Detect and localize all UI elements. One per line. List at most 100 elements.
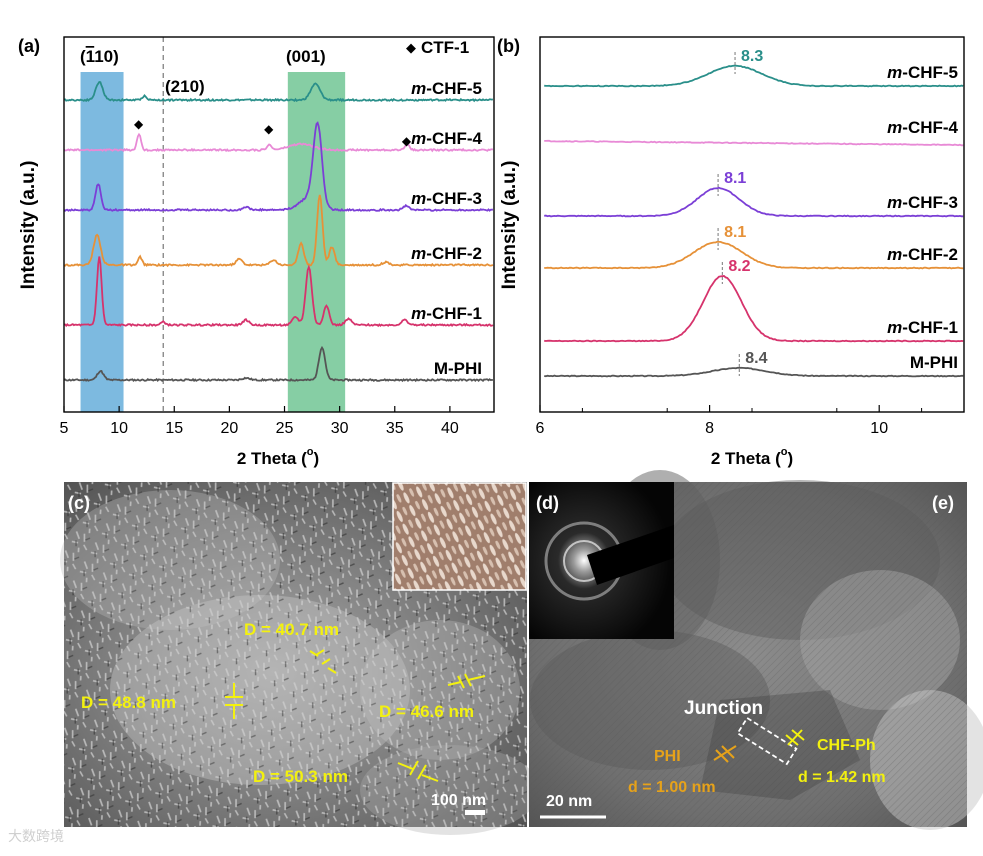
beam-stopper: [587, 525, 674, 585]
panel-a-tick-label-40: 40: [441, 420, 459, 437]
panel-b-xlabel-main: 2 Theta (: [711, 449, 781, 468]
panel-b-label-m-chf-3: m-CHF-3: [887, 193, 958, 212]
sem-annotations: D = 40.7 nm D = 48.8 nm D = 46.6 nm D = …: [81, 620, 474, 786]
panel-a-label-m-chf-2: m-CHF-2: [411, 244, 482, 263]
phi-d-spacing: d = 1.00 nm: [628, 779, 716, 796]
panel-a-tick-label-30: 30: [331, 420, 349, 437]
tem-scale-label: 20 nm: [546, 793, 592, 810]
panel-b-label-m-chf-2-suffix: -CHF-2: [902, 245, 958, 264]
panel-a-legend: ◆ CTF-1: [406, 38, 469, 57]
measure-marker-50-3: [397, 760, 439, 782]
panel-a-xlabel: 2 Theta (o): [237, 446, 319, 468]
panel-a-trace-m-chf-1: [63, 256, 494, 328]
chf-d-spacing: d = 1.42 nm: [798, 769, 886, 786]
panel-a-label-m-chf-5: m-CHF-5: [411, 79, 482, 98]
panel-b-trace-m-chf-1: [544, 275, 964, 343]
annotation-d-40-7: D = 40.7 nm: [244, 620, 339, 639]
panel-a-trace-m-chf-4: [63, 132, 494, 153]
panel-b-trace-m-chf-3: [544, 186, 964, 218]
chf-spacing-marker: [785, 729, 805, 746]
panel-a-trace-m-chf-2: [63, 194, 494, 268]
panel-b-label-m-chf-4-suffix: -CHF-4: [902, 118, 958, 137]
panel-a-label-m-chf-1-prefix: m: [411, 304, 426, 323]
panel-a-ylabel: Intensity (a.u.): [18, 161, 39, 290]
panel-b-trace-m-chf-4: [544, 139, 964, 147]
panel-d-label: (d): [536, 493, 559, 513]
panel-a-label-m-phi-suffix: M-PHI: [434, 359, 482, 378]
panel-b-traces: 8.3 8.1 8.1 8.2 8.4: [544, 48, 964, 378]
panel-b-label-m-chf-5-suffix: -CHF-5: [902, 63, 958, 82]
panel-a-label-m-chf-1: m-CHF-1: [411, 304, 482, 323]
panel-b-trace-m-chf-5: [544, 64, 964, 88]
panel-a-label-m-chf-4: m-CHF-4: [411, 129, 482, 148]
panel-b-xlabel-close: ): [787, 449, 793, 468]
panel-a-traces: [63, 81, 494, 383]
panel-a-tick-label-35: 35: [386, 420, 404, 437]
panel-b-label-m-chf-4-prefix: m: [887, 118, 902, 137]
panel-a-label-m-chf-4-suffix: -CHF-4: [426, 129, 482, 148]
sem-inset-image: [392, 482, 527, 591]
panel-b-trace-m-phi: [544, 366, 964, 378]
panel-b-tick-label-8: 8: [705, 420, 714, 437]
annotation-d-50-3: D = 50.3 nm: [253, 767, 348, 786]
panel-b: (b) 8.38.18.18.28.4 6 8 10 m-CHF-5m-CHF-4m…: [497, 36, 965, 468]
ctf-marker-diamond-icon: ◆: [134, 117, 144, 131]
chf-ph-label: CHF-Ph: [817, 737, 876, 754]
panel-a-label-m-chf-3-suffix: -CHF-3: [426, 189, 482, 208]
panel-b-peak-label-m-chf-1: 8.2: [728, 258, 750, 275]
measure-marker-46-6: [447, 673, 486, 689]
panel-a: (a) ◆ ◆ ◆ 5 10 15 20 25 30 35 40 (110) (210) (001…: [18, 36, 495, 468]
measure-marker-48-8: [225, 683, 243, 719]
panel-a-frame: [63, 36, 495, 413]
panel-a-trace-m-chf-3: [63, 121, 493, 213]
panel-e-label: (e): [932, 493, 954, 513]
panel-a-trace-m-phi: [63, 345, 494, 383]
panel-a-label-m-chf-5-suffix: -CHF-5: [426, 79, 482, 98]
panel-a-trace-m-chf-5: [63, 81, 494, 103]
sem-scale-label: 100 nm: [431, 792, 486, 809]
junction-label: Junction: [684, 698, 763, 719]
annotation-d-46-6: D = 46.6 nm: [379, 702, 474, 721]
sem-measure-markers: [225, 649, 486, 782]
phi-spacing-marker: [713, 745, 737, 763]
panel-a-plane-210: (210): [165, 77, 205, 96]
panel-a-tick-label-15: 15: [165, 420, 183, 437]
panel-a-label-m-chf-1-suffix: -CHF-1: [426, 304, 482, 323]
panel-b-series-labels: m-CHF-5m-CHF-4m-CHF-3m-CHF-2m-CHF-1M-PHI: [887, 63, 958, 372]
panel-c-sem-image: (c) D = 40.7 nm D = 48.8 nm D = 46: [60, 482, 540, 835]
panel-b-label-m-chf-1-prefix: m: [887, 318, 902, 337]
sem-scale-bar: [465, 810, 485, 815]
panel-b-peak-label-m-phi: 8.4: [745, 350, 767, 367]
panel-b-label-m-chf-2-prefix: m: [887, 245, 902, 264]
watermark: 大数跨境: [8, 829, 64, 845]
panel-b-ylabel: Intensity (a.u.): [499, 161, 520, 290]
panel-a-label-m-chf-5-prefix: m: [411, 79, 426, 98]
panel-b-label-m-chf-5: m-CHF-5: [887, 63, 958, 82]
panel-b-label-m-chf-2: m-CHF-2: [887, 245, 958, 264]
panel-a-xlabel-deg: o: [307, 446, 314, 458]
panel-b-label-m-chf-1-suffix: -CHF-1: [902, 318, 958, 337]
panel-a-label-m-chf-4-prefix: m: [411, 129, 426, 148]
panel-a-xlabel-main: 2 Theta (: [237, 449, 307, 468]
panel-a-bands: [80, 72, 346, 412]
legend-ctf1-label: CTF-1: [421, 38, 469, 57]
panel-b-peak-label-m-chf-3: 8.1: [724, 170, 746, 187]
panel-b-x-ticks: 6 8 10: [536, 405, 923, 437]
plane-110-open: (: [80, 47, 86, 66]
panel-a-band-1: [80, 72, 124, 412]
panel-a-label: (a): [18, 36, 40, 56]
panel-a-xlabel-close: ): [313, 449, 319, 468]
tem-junction-region: [700, 690, 860, 800]
panel-b-tick-label-6: 6: [536, 420, 545, 437]
panel-a-tick-label-25: 25: [276, 420, 294, 437]
panel-b-label: (b): [497, 36, 520, 56]
panel-a-x-ticks: 5 10 15 20 25 30 35 40: [60, 406, 459, 437]
panel-b-label-m-phi: M-PHI: [910, 353, 958, 372]
panel-b-xlabel-deg: o: [781, 446, 788, 458]
panel-a-plane-110: (110): [80, 47, 119, 66]
panel-a-ctf-markers: ◆ ◆ ◆: [134, 117, 412, 148]
legend-diamond-icon: ◆: [406, 40, 416, 55]
junction-box: [736, 716, 798, 766]
plane-110-bar: 1: [86, 47, 95, 66]
